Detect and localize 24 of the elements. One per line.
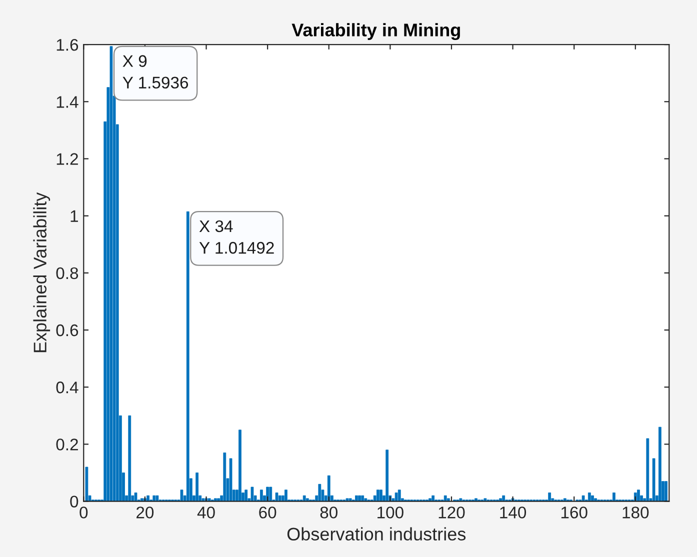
y-axis-title: Explained Variability	[33, 192, 50, 352]
chart-title: Variability in Mining	[292, 23, 460, 40]
y-tick-label: 0.8	[56, 267, 78, 280]
x-tick-label: 80	[320, 506, 338, 518]
y-tick-label: 1.6	[56, 38, 78, 51]
y-tick-label: 0.2	[56, 438, 78, 450]
y-tick-label: 0.4	[56, 382, 78, 394]
x-tick-label: 60	[259, 506, 276, 518]
x-tick-label: 120	[438, 506, 465, 518]
y-tick-label: 0	[70, 496, 78, 508]
x-tick-label: 20	[136, 506, 154, 518]
x-axis-title: Observation industries	[287, 527, 466, 541]
x-tick-label: 40	[197, 506, 215, 518]
x-tick-label: 100	[378, 506, 404, 518]
y-tick-label: 1	[70, 210, 78, 222]
annotation: X 34 Y 1.01492	[199, 220, 274, 254]
y-tick-label: 0.6	[56, 324, 78, 336]
x-tick-label: 160	[561, 506, 588, 518]
annotation: X 9 Y 1.5936	[122, 55, 188, 89]
x-tick-label: 180	[622, 506, 649, 518]
y-tick-label: 1.2	[56, 153, 78, 165]
y-tick-label: 1.4	[56, 96, 78, 108]
x-tick-label: 140	[500, 506, 526, 518]
x-tick-label: 0	[80, 506, 88, 518]
